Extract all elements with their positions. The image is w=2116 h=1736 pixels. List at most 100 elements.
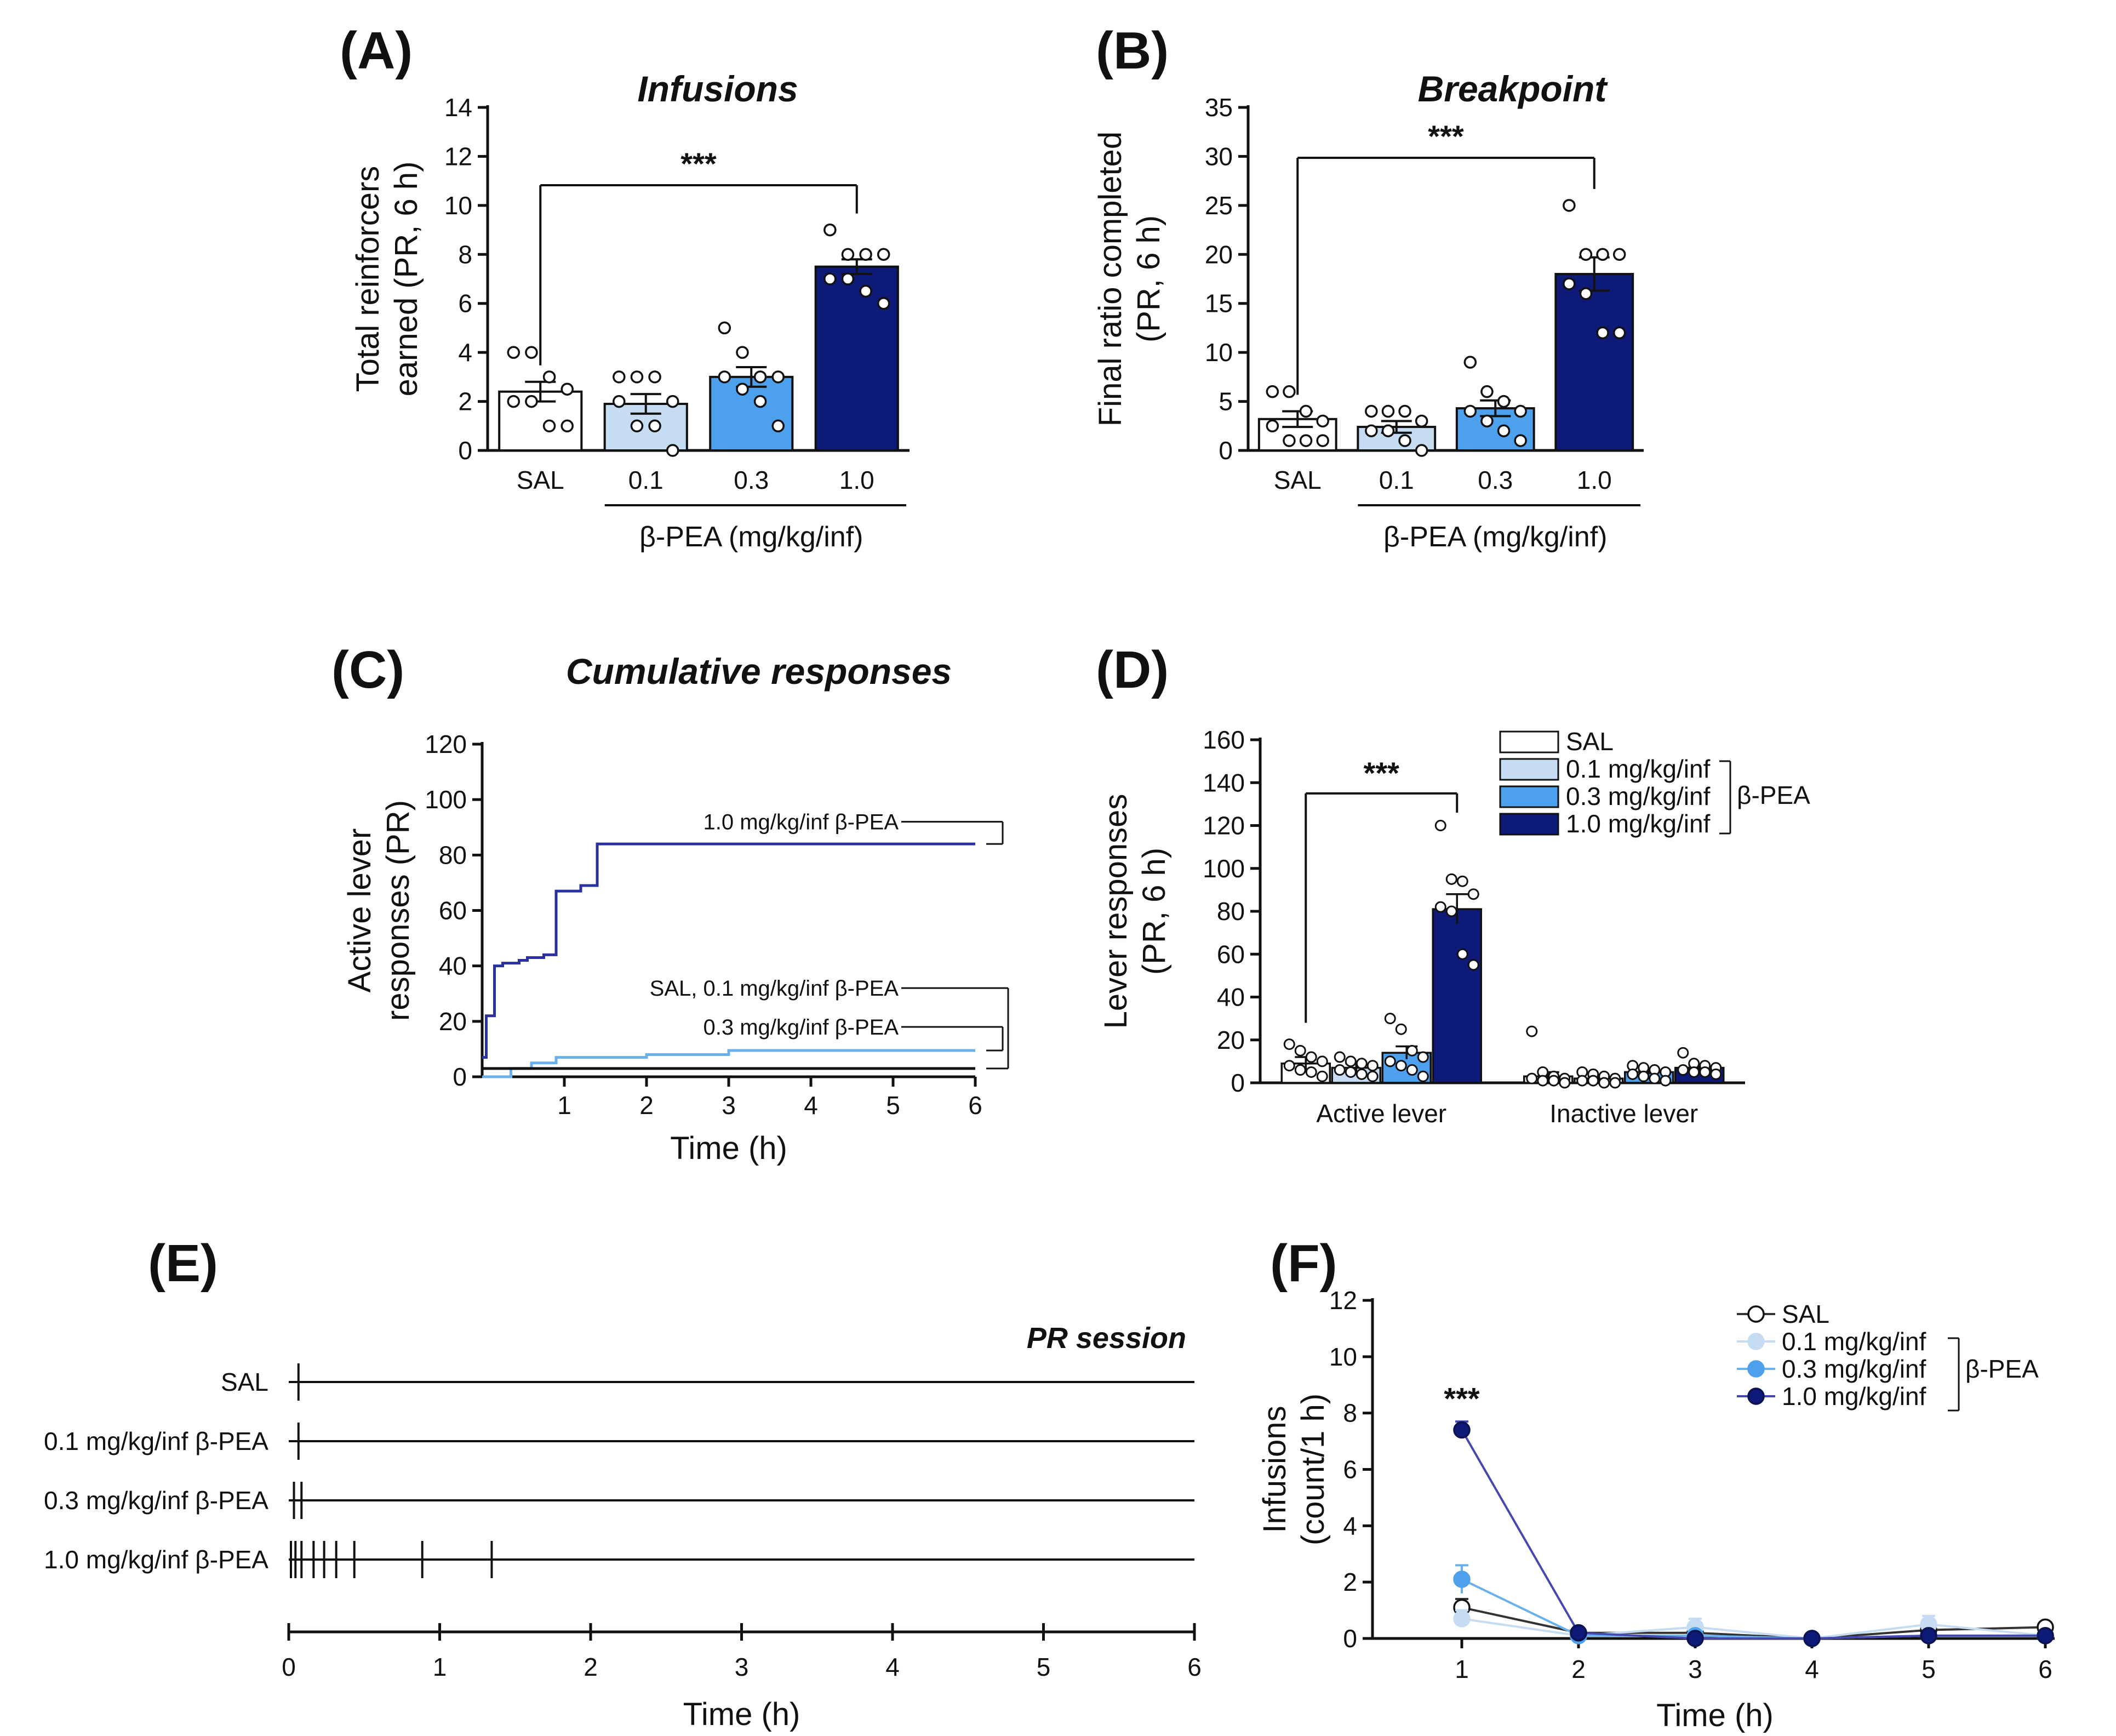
- y-tick-label: 40: [1217, 983, 1245, 1012]
- panel-label: (D): [1096, 641, 1169, 699]
- data-point: [1299, 404, 1313, 418]
- data-point: [1480, 385, 1494, 398]
- group-label: β-PEA (mg/kg/inf): [1383, 521, 1607, 553]
- legend-label: 0.3 mg/kg/inf: [1566, 782, 1711, 810]
- series-line: [482, 842, 975, 1059]
- legend-swatch: [1499, 813, 1559, 836]
- x-tick-label: 1.0: [1577, 466, 1612, 494]
- y-tick-label: 14: [444, 93, 472, 122]
- panel-label: (B): [1096, 21, 1169, 80]
- legend-label: 0.1 mg/kg/inf: [1782, 1327, 1926, 1356]
- series-line: [482, 1049, 975, 1078]
- y-axis-label: Final ratio completed(PR, 6 h): [1093, 132, 1166, 426]
- data-point: [859, 248, 872, 261]
- data-point: [1398, 404, 1411, 418]
- x-tick-label: 0.1: [628, 466, 664, 494]
- series-line: [1461, 1618, 2046, 1640]
- data-point: [877, 296, 890, 310]
- x-tick-label: 1: [1455, 1655, 1469, 1683]
- data-point: [1398, 434, 1411, 447]
- data-point: [1334, 1051, 1346, 1063]
- y-tick-label: 10: [1205, 338, 1233, 367]
- data-point: [542, 370, 556, 384]
- raster-row-label: SAL: [221, 1368, 268, 1396]
- raster-row-label: 0.3 mg/kg/inf β-PEA: [44, 1486, 268, 1515]
- x-tick-label: Inactive lever: [1549, 1099, 1698, 1128]
- legend-marker: [1747, 1333, 1765, 1350]
- y-tick-label: 12: [444, 142, 472, 170]
- data-point: [1365, 424, 1378, 437]
- data-point: [841, 248, 855, 261]
- data-point: [1453, 1571, 1471, 1588]
- y-tick-label: 140: [1203, 768, 1245, 797]
- data-point: [1334, 1064, 1346, 1076]
- data-point: [648, 419, 661, 433]
- data-point: [1384, 1055, 1396, 1067]
- data-point: [1463, 356, 1477, 369]
- y-tick-label: 0: [1219, 436, 1233, 465]
- data-point: [877, 248, 890, 261]
- x-tick-label: 1: [557, 1091, 571, 1120]
- x-tick-label: 0.3: [1478, 466, 1513, 494]
- data-point: [1627, 1068, 1639, 1080]
- data-point: [1497, 424, 1511, 437]
- panel-a: (A) Infusions Total reinforcersearned (PR,…: [340, 21, 910, 553]
- y-tick-label: 30: [1205, 142, 1233, 170]
- bar: [814, 265, 899, 452]
- data-point: [1417, 1070, 1429, 1082]
- data-point: [736, 382, 749, 396]
- data-point: [1453, 1610, 1471, 1628]
- panel-e: (E) PR session SAL 0.1 mg/kg/inf β-PEA 0.3 m…: [44, 1234, 1202, 1732]
- x-tick-label: 3: [735, 1653, 749, 1681]
- legend-group-label: β-PEA: [1965, 1355, 2039, 1383]
- x-tick-label: 3: [1688, 1655, 1702, 1683]
- x-tick-label: 6: [968, 1091, 982, 1120]
- y-axis-label-line: Infusions: [1257, 1406, 1293, 1533]
- data-point: [823, 223, 837, 237]
- data-point: [823, 272, 837, 285]
- x-tick-label: 6: [1187, 1653, 1202, 1681]
- legend-label: SAL: [1782, 1300, 1829, 1328]
- y-tick-label: 8: [1343, 1399, 1357, 1427]
- data-point: [1463, 404, 1477, 418]
- y-tick-label: 10: [1329, 1343, 1357, 1371]
- y-tick-label: 60: [439, 896, 467, 925]
- y-axis-label: Active leverresponses (PR): [342, 800, 416, 1021]
- significance-label: ***: [1428, 119, 1464, 153]
- data-point: [1415, 414, 1428, 428]
- bar: [1432, 908, 1482, 1084]
- data-point: [1283, 1038, 1295, 1050]
- data-point: [507, 395, 521, 408]
- y-tick-label: 160: [1203, 726, 1245, 754]
- x-tick-label: 4: [885, 1653, 900, 1681]
- y-axis-label-line: Lever responses: [1098, 794, 1134, 1029]
- data-point: [2037, 1627, 2054, 1644]
- x-tick-label: 5: [1921, 1655, 1936, 1683]
- y-tick-label: 80: [439, 841, 467, 869]
- session-label: PR session: [1027, 1322, 1186, 1355]
- data-point: [1406, 1044, 1418, 1057]
- data-point: [1514, 434, 1527, 447]
- data-point: [1612, 248, 1626, 261]
- data-point: [666, 444, 679, 457]
- x-tick-label: 6: [2038, 1655, 2052, 1683]
- group-label: β-PEA (mg/kg/inf): [639, 521, 863, 553]
- y-axis-label-line: (PR, 6 h): [1136, 848, 1172, 975]
- y-tick-label: 0: [453, 1063, 467, 1091]
- data-point: [753, 370, 767, 384]
- data-point: [718, 370, 731, 384]
- y-tick-label: 0: [1231, 1069, 1245, 1097]
- data-point: [525, 346, 538, 359]
- y-tick-label: 20: [1217, 1026, 1245, 1054]
- y-tick-label: 12: [1329, 1286, 1357, 1315]
- data-point: [1699, 1066, 1711, 1078]
- y-axis-label-line: earned (PR, 6 h): [388, 162, 424, 397]
- y-axis-label-line: (PR, 6 h): [1131, 215, 1166, 342]
- panel-label: (F): [1270, 1234, 1337, 1293]
- y-tick-label: 20: [1205, 240, 1233, 269]
- y-tick-label: 120: [1203, 812, 1245, 840]
- data-point: [718, 321, 731, 335]
- data-point: [1417, 1051, 1429, 1063]
- data-point: [1609, 1077, 1621, 1089]
